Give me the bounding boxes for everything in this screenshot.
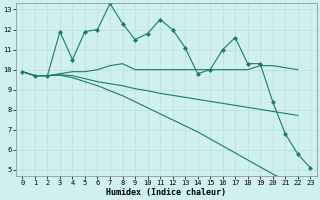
X-axis label: Humidex (Indice chaleur): Humidex (Indice chaleur) [106,188,226,197]
